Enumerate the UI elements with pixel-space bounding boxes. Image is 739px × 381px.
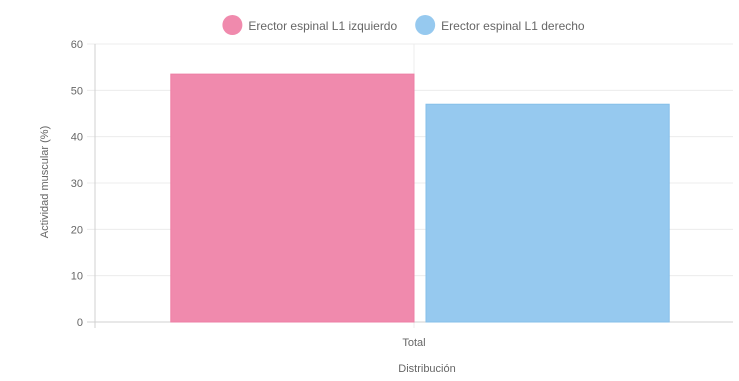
legend-swatch — [222, 15, 242, 35]
x-tick-label: Total — [402, 337, 425, 349]
legend-label: Erector espinal L1 derecho — [441, 19, 585, 33]
bar-right[interactable] — [426, 104, 669, 322]
y-tick-label: 60 — [71, 39, 83, 51]
chart-legend: Erector espinal L1 izquierdo Erector espi… — [222, 15, 585, 35]
y-axis: 0 10 20 30 40 50 60 — [71, 39, 83, 329]
legend-label: Erector espinal L1 izquierdo — [248, 19, 397, 33]
y-tick-label: 0 — [77, 317, 83, 329]
y-tick-label: 50 — [71, 85, 83, 97]
legend-item[interactable]: Erector espinal L1 derecho — [415, 15, 585, 35]
y-tick-label: 10 — [71, 271, 83, 283]
bar-left[interactable] — [171, 74, 414, 322]
y-tick-label: 30 — [71, 178, 83, 190]
legend-swatch — [415, 15, 435, 35]
y-tick-label: 40 — [71, 132, 83, 144]
x-axis: Total — [402, 337, 425, 349]
legend-item[interactable]: Erector espinal L1 izquierdo — [222, 15, 397, 35]
y-axis-title: Actividad muscular (%) — [39, 126, 51, 238]
chart-bars — [171, 74, 669, 322]
x-axis-title: Distribución — [398, 363, 455, 375]
y-tick-label: 20 — [71, 224, 83, 236]
